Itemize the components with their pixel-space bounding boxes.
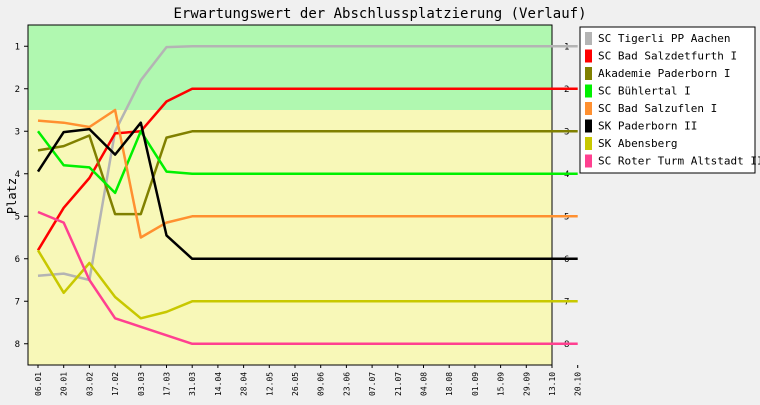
legend: SC Tigerli PP Aachen SC Bad Salzdetfurth … bbox=[579, 26, 760, 174]
x-tick-label-15: 21.07 bbox=[394, 372, 403, 396]
series-line-2 bbox=[36, 87, 578, 251]
x-tick-label-17: 18.08 bbox=[445, 372, 454, 396]
chart-title: Erwartungswert der Abschlussplatzierung … bbox=[173, 6, 586, 22]
legend-swatch-7 bbox=[585, 137, 592, 150]
x-tick-label-9: 28.04 bbox=[240, 372, 249, 396]
x-tick-label-14: 07.07 bbox=[368, 372, 377, 396]
legend-swatch-3 bbox=[585, 67, 592, 80]
legend-label-8: SC Roter Turm Altstadt II bbox=[598, 155, 760, 168]
plot-frame bbox=[27, 24, 553, 366]
legend-swatch-8 bbox=[585, 154, 592, 168]
x-tick-label-6: 17.03 bbox=[163, 372, 172, 396]
y-tick-label-left-5: 5 bbox=[15, 212, 20, 222]
x-tick-label-20: 29.09 bbox=[522, 372, 531, 396]
y-axis-label: Platz bbox=[5, 178, 19, 214]
y-tick-label-left-7: 7 bbox=[15, 297, 20, 307]
legend-swatch-6 bbox=[585, 119, 592, 133]
x-tick-label-22: 20.10 bbox=[574, 372, 583, 396]
series-line-4 bbox=[37, 130, 578, 195]
x-tick-label-19: 15.09 bbox=[497, 372, 506, 396]
series-line-7 bbox=[36, 249, 578, 320]
x-tick-label-18: 01.09 bbox=[471, 372, 480, 396]
x-tick-label-4: 17.02 bbox=[111, 372, 120, 396]
x-tick-label-2: 20.01 bbox=[60, 372, 69, 396]
x-tick-label-16: 04.08 bbox=[420, 372, 429, 396]
x-tick-label-11: 26.05 bbox=[291, 372, 300, 396]
legend-swatch-2 bbox=[585, 49, 592, 63]
y-tick-label-left-2: 2 bbox=[15, 85, 20, 95]
y-tick-label-left-6: 6 bbox=[15, 255, 20, 265]
legend-label-7: SK Abensberg bbox=[598, 137, 677, 150]
x-tick-label-12: 09.06 bbox=[317, 372, 326, 396]
x-tick-label-13: 23.06 bbox=[342, 372, 351, 396]
series-line-5 bbox=[37, 108, 578, 239]
x-tick-label-5: 03.03 bbox=[137, 372, 146, 396]
legend-label-1: SC Tigerli PP Aachen bbox=[598, 32, 730, 45]
plot-area: 1 12 23 34 45 56 67 78 806.01 20.01 03.02 17.02 03.0… bbox=[15, 24, 583, 396]
legend-label-3: Akademie Paderborn I bbox=[598, 67, 730, 80]
y-tick-label-left-1: 1 bbox=[15, 42, 20, 52]
x-tick-label-1: 06.01 bbox=[34, 372, 43, 396]
legend-label-6: SK Paderborn II bbox=[598, 120, 697, 133]
x-tick-label-7: 31.03 bbox=[188, 372, 197, 396]
x-tick-label-21: 13.10 bbox=[548, 372, 557, 396]
series-line-6 bbox=[36, 121, 578, 261]
y-tick-label-left-3: 3 bbox=[15, 127, 20, 137]
x-tick-label-3: 03.02 bbox=[85, 372, 94, 396]
y-tick-label-left-8: 8 bbox=[15, 340, 20, 350]
legend-swatch-5 bbox=[585, 102, 592, 115]
legend-swatch-4 bbox=[585, 84, 592, 98]
series-line-3 bbox=[37, 130, 578, 216]
series-line-1 bbox=[37, 45, 578, 282]
legend-label-5: SC Bad Salzuflen I bbox=[598, 102, 717, 115]
legend-label-2: SC Bad Salzdetfurth I bbox=[598, 50, 737, 63]
legend-swatch-1 bbox=[585, 32, 592, 45]
x-tick-label-8: 14.04 bbox=[214, 372, 223, 396]
legend-box bbox=[579, 26, 756, 174]
series-line-8 bbox=[37, 210, 578, 346]
background-band-1 bbox=[28, 25, 552, 110]
legend-label-4: SC Bühlertal I bbox=[598, 85, 691, 98]
x-tick-label-10: 12.05 bbox=[265, 372, 274, 396]
y-tick-label-left-4: 4 bbox=[15, 170, 20, 180]
